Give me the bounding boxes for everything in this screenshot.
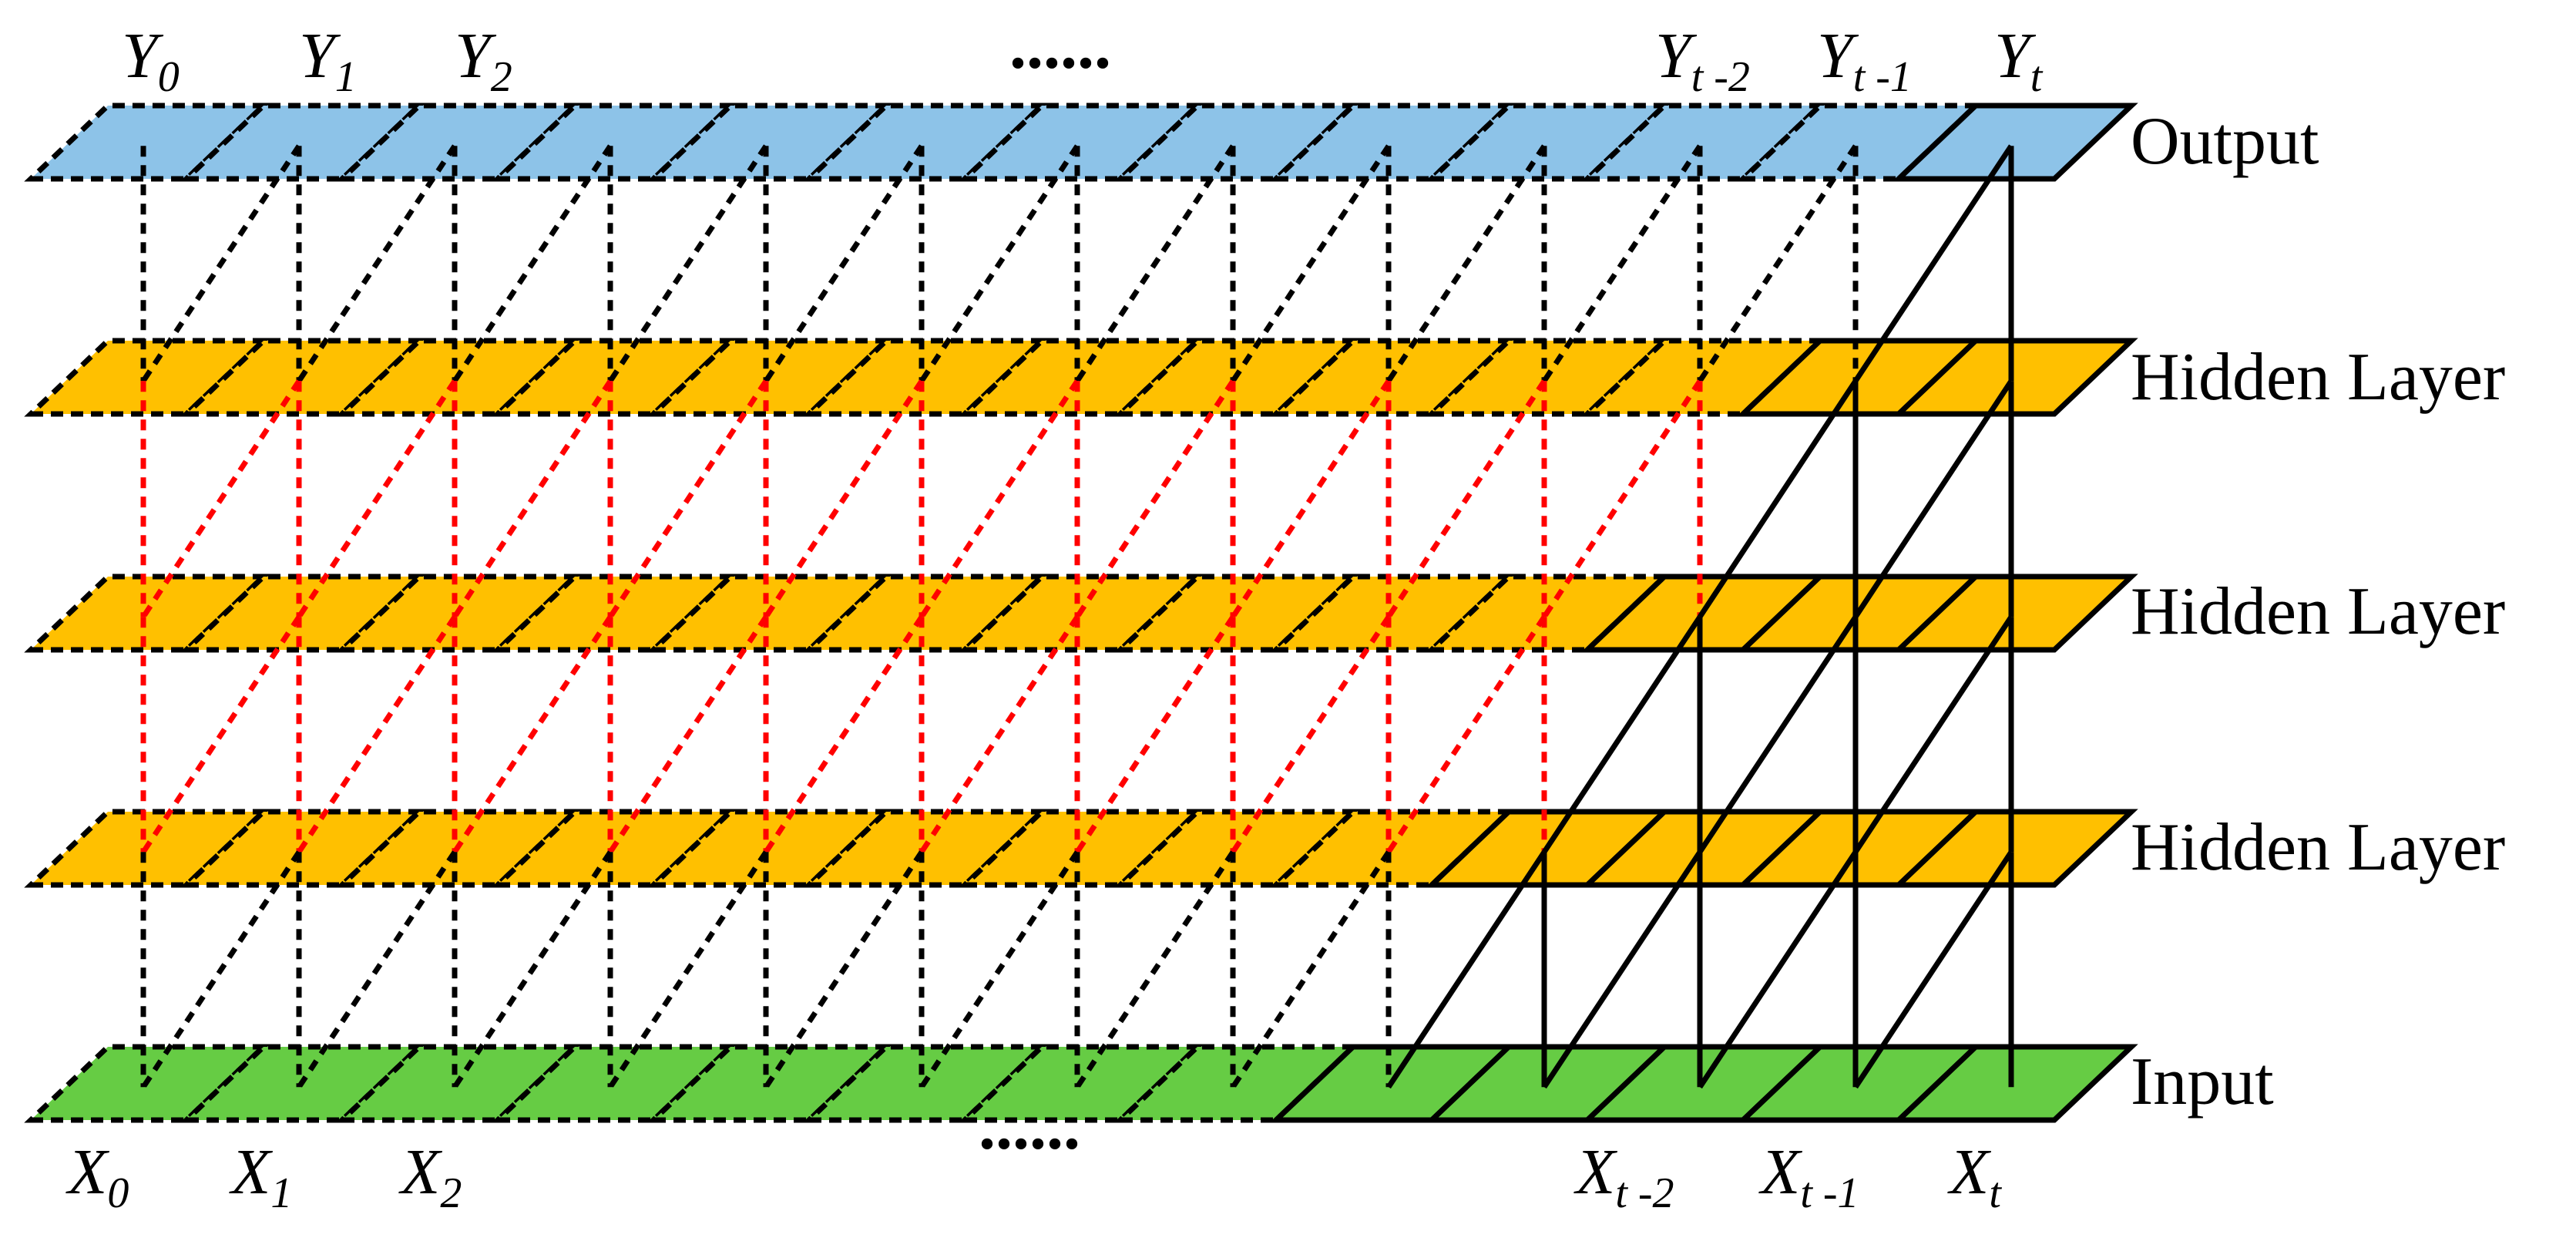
link-hidden1-7-diagonal [1075,850,1235,1089]
link-hidden3-5-diagonal [764,379,924,619]
output-label-yt-2: Yt -2 [1655,20,1750,101]
ellipsis-bottom: ...... [979,1089,1080,1164]
link-output-11-diagonal [1698,144,1858,383]
input-label-x2: X2 [398,1136,462,1217]
link-hidden2-9-diagonal [1386,615,1547,854]
layer-label-hidden-2: Hidden Layer [2131,574,2505,649]
input-label-xt-1: Xt -1 [1758,1136,1859,1217]
hidden3-cell-12 [1892,338,2138,417]
layer-label-input: Input [2131,1045,2274,1119]
link-hidden1-8-diagonal [1231,850,1391,1089]
link-hidden3-9-diagonal [1386,379,1547,619]
ellipsis-top: ...... [1009,8,1111,83]
link-hidden1-12-diagonal [1853,850,2013,1089]
link-hidden3-2-diagonal [297,379,457,619]
link-output-2-diagonal [297,144,457,383]
link-output-8-diagonal [1231,144,1391,383]
link-output-1-diagonal [141,144,301,383]
hidden2-cell-12 [1892,574,2138,653]
link-hidden1-9-diagonal [1386,850,1547,1089]
link-hidden2-2-diagonal [297,615,457,854]
link-output-3-diagonal [452,144,613,383]
link-hidden2-1-diagonal [141,615,301,854]
link-output-6-diagonal [919,144,1080,383]
connection-lines [140,144,2014,1089]
output-label-y0: Y0 [122,20,180,101]
input-label-x1: X1 [229,1136,292,1217]
link-output-5-diagonal [764,144,924,383]
link-hidden3-11-diagonal [1698,379,1858,619]
link-hidden2-12-diagonal [1853,615,2013,854]
layer-label-output: Output [2131,104,2319,179]
link-hidden3-6-diagonal [919,379,1080,619]
link-hidden2-3-diagonal [452,615,613,854]
link-hidden2-11-diagonal [1698,615,1858,854]
hidden1-cell-12 [1892,809,2138,888]
link-hidden3-4-diagonal [608,379,768,619]
link-output-4-diagonal [608,144,768,383]
link-hidden2-4-diagonal [608,615,768,854]
link-hidden3-8-diagonal [1231,379,1391,619]
output-label-yt-1: Yt -1 [1817,20,1912,101]
link-hidden1-4-diagonal [608,850,768,1089]
link-hidden2-8-diagonal [1231,615,1391,854]
link-hidden1-10-diagonal [1542,850,1702,1089]
output-label-y2: Y2 [455,20,512,101]
link-hidden1-5-diagonal [764,850,924,1089]
input-label-xt-2: Xt -2 [1573,1136,1674,1217]
link-output-9-diagonal [1386,144,1547,383]
layer-label-hidden-3: Hidden Layer [2131,340,2505,415]
link-hidden1-3-diagonal [452,850,613,1089]
link-hidden1-2-diagonal [297,850,457,1089]
layer-label-hidden-1: Hidden Layer [2131,810,2505,885]
output-label-yt: Yt [1994,20,2044,101]
link-hidden1-11-diagonal [1698,850,1858,1089]
link-hidden1-6-diagonal [919,850,1080,1089]
link-hidden3-12-diagonal [1853,379,2013,619]
link-hidden2-5-diagonal [764,615,924,854]
link-hidden2-7-diagonal [1075,615,1235,854]
output-cell-12 [1892,103,2138,182]
input-cell-12 [1892,1044,2138,1123]
link-output-12-diagonal [1853,144,2013,383]
link-hidden2-10-diagonal [1542,615,1702,854]
input-label-x0: X0 [65,1136,129,1217]
link-output-10-diagonal [1542,144,1702,383]
layer-cells [24,103,2138,1123]
link-output-7-diagonal [1075,144,1235,383]
link-hidden1-1-diagonal [141,850,301,1089]
link-hidden3-10-diagonal [1542,379,1702,619]
link-hidden3-3-diagonal [452,379,613,619]
link-hidden3-7-diagonal [1075,379,1235,619]
link-hidden2-6-diagonal [919,615,1080,854]
output-label-y1: Y1 [299,20,357,101]
link-hidden3-1-diagonal [141,379,301,619]
input-label-xt: Xt [1947,1136,2002,1217]
